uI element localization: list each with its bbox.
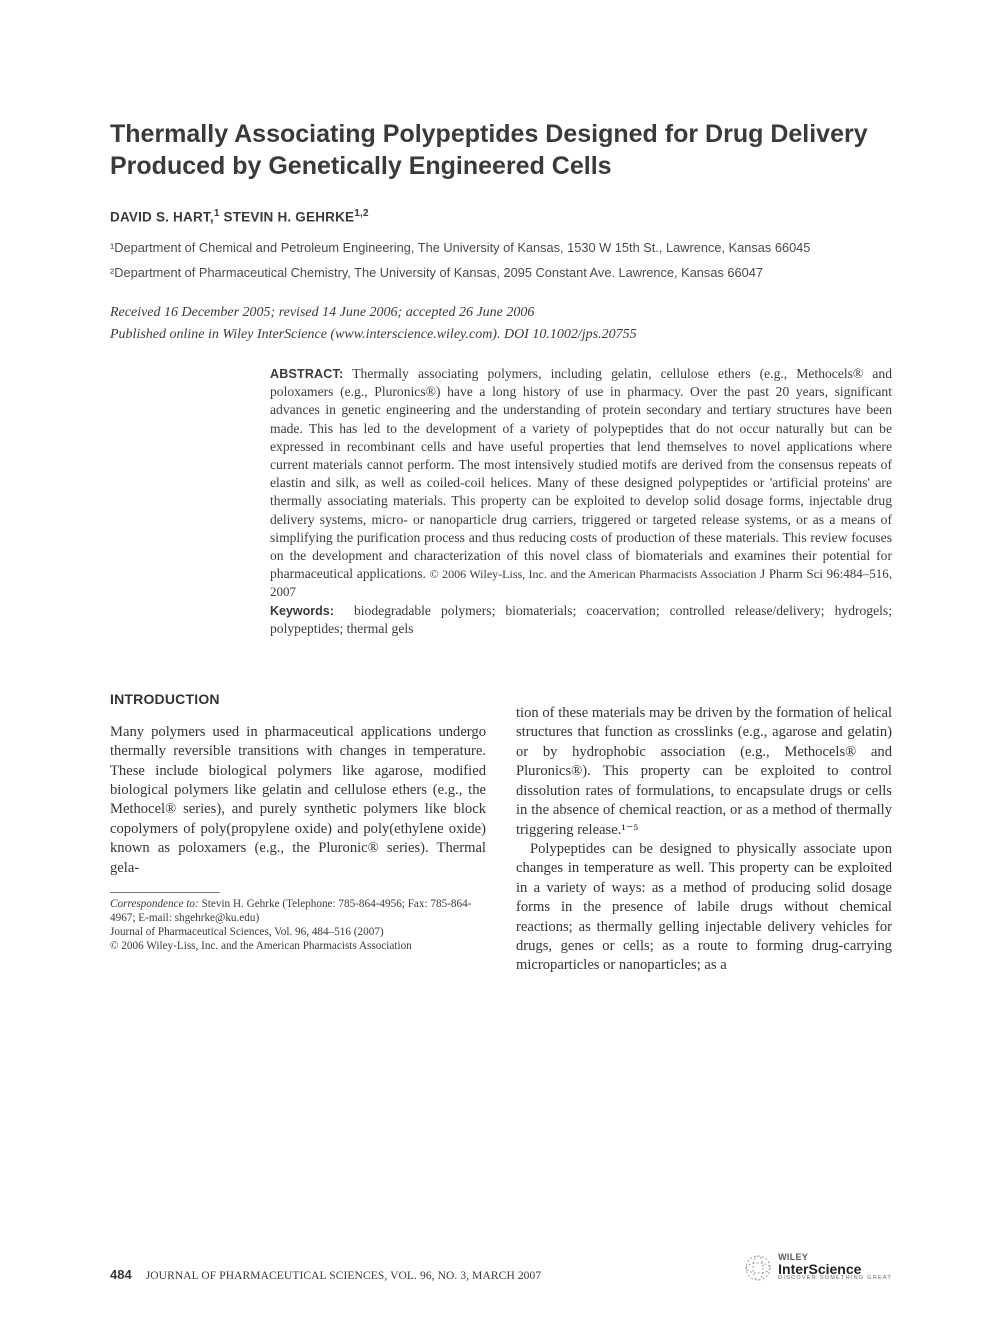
abstract-copyright: © 2006 Wiley-Liss, Inc. and the American… [430,567,757,581]
affiliation-1: ¹Department of Chemical and Petroleum En… [110,239,892,256]
body-left-p1: Many polymers used in pharmaceutical app… [110,723,486,878]
abstract-label: ABSTRACT: [270,367,343,381]
keywords-label: Keywords: [270,604,334,618]
footnote-journal-ref: Journal of Pharmaceutical Sciences, Vol.… [110,926,384,938]
footer-journal: JOURNAL OF PHARMACEUTICAL SCIENCES, VOL.… [146,1270,542,1282]
abstract-block: ABSTRACT: Thermally associating polymers… [270,365,892,638]
affiliation-2: ²Department of Pharmaceutical Chemistry,… [110,264,892,281]
publisher-logo-text: WILEY InterScience DISCOVER SOMETHING GR… [778,1253,892,1282]
column-right: tion of these materials may be driven by… [516,638,892,976]
logo-brand-main: InterScience [778,1262,892,1276]
footnote-copyright: © 2006 Wiley-Liss, Inc. and the American… [110,940,412,952]
column-left: INTRODUCTION Many polymers used in pharm… [110,638,486,976]
abstract-text: Thermally associating polymers, includin… [270,366,892,581]
footnotes: Correspondence to: Stevin H. Gehrke (Tel… [110,897,486,953]
logo-tagline: DISCOVER SOMETHING GREAT [778,1276,892,1282]
body-right-p1: tion of these materials may be driven by… [516,704,892,840]
body-right-p2: Polypeptides can be designed to physical… [516,840,892,976]
page: Thermally Associating Polypeptides Desig… [0,0,990,1320]
footnote-rule [110,892,220,893]
page-number: 484 [110,1267,132,1282]
keywords-value: biodegradable polymers; biomaterials; co… [270,603,892,636]
keywords-text [344,603,354,618]
section-heading-introduction: INTRODUCTION [110,690,486,709]
correspondence-label: Correspondence to: [110,898,199,910]
body-columns: INTRODUCTION Many polymers used in pharm… [110,638,892,976]
globe-icon [744,1254,772,1282]
page-footer: 484 JOURNAL OF PHARMACEUTICAL SCIENCES, … [110,1253,892,1282]
publisher-logo: WILEY InterScience DISCOVER SOMETHING GR… [744,1253,892,1282]
article-title: Thermally Associating Polypeptides Desig… [110,118,892,182]
history-line: Received 16 December 2005; revised 14 Ju… [110,305,892,321]
authors-line: DAVID S. HART,1 STEVIN H. GEHRKE1,2 [110,208,892,225]
footer-left: 484 JOURNAL OF PHARMACEUTICAL SCIENCES, … [110,1267,541,1282]
published-online-line: Published online in Wiley InterScience (… [110,327,892,343]
